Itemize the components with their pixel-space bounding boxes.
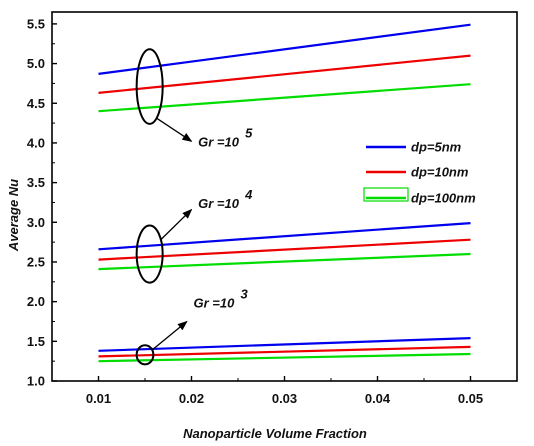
x-tick-label: 0.02 bbox=[179, 391, 204, 406]
series-line bbox=[98, 345, 471, 358]
annotation-layer: Gr =10 5 Gr =10 4 Gr =10 3 bbox=[135, 48, 253, 366]
series-line bbox=[98, 222, 471, 251]
legend-label: dp=10nm bbox=[411, 165, 469, 180]
group-arrow bbox=[156, 117, 193, 142]
series-line bbox=[98, 54, 471, 94]
series-line bbox=[98, 352, 471, 363]
group-ellipse bbox=[135, 344, 155, 366]
y-axis-title: Average Nu bbox=[6, 179, 21, 252]
grashof-exponent: 4 bbox=[244, 187, 253, 202]
y-tick-label: 5.5 bbox=[27, 16, 45, 31]
legend-label: dp=100nm bbox=[411, 191, 476, 206]
grashof-exponent: 5 bbox=[245, 125, 253, 140]
group-arrow bbox=[160, 208, 193, 241]
grashof-label: Gr =10 bbox=[194, 295, 236, 310]
x-tick-label: 0.01 bbox=[86, 391, 111, 406]
y-tick-label: 3.5 bbox=[27, 175, 45, 190]
x-tick-label: 0.05 bbox=[458, 391, 483, 406]
grashof-label: Gr =10 bbox=[198, 134, 240, 149]
group-ellipse bbox=[135, 48, 164, 125]
y-tick-label: 5.0 bbox=[27, 56, 45, 71]
axis-layer: 1.0 1.5 2.0 2.5 3.0 3.5 4.0 4.5 5.0 5.5 0.01 0.02 0.… bbox=[27, 16, 518, 406]
legend-swatch-box bbox=[363, 187, 409, 202]
y-tick-label: 1.5 bbox=[27, 334, 45, 349]
series-line bbox=[98, 337, 471, 352]
series-line bbox=[98, 238, 471, 261]
legend-label: dp=5nm bbox=[411, 140, 462, 155]
grashof-label: Gr =10 bbox=[198, 196, 240, 211]
legend: dp=5nm dp=10nm dp=100nm bbox=[363, 140, 476, 206]
x-tick-label: 0.04 bbox=[365, 391, 391, 406]
y-tick-label: 1.0 bbox=[27, 374, 45, 389]
y-tick-label: 2.5 bbox=[27, 254, 45, 269]
x-axis-title: Nanoparticle Volume Fraction bbox=[183, 426, 367, 441]
group-ellipse bbox=[135, 224, 164, 284]
x-tick-label: 0.03 bbox=[272, 391, 297, 406]
series-layer bbox=[98, 23, 471, 363]
y-tick-label: 4.5 bbox=[27, 96, 45, 111]
series-line bbox=[98, 23, 471, 75]
grashof-exponent: 3 bbox=[241, 286, 249, 301]
group-arrow bbox=[151, 320, 188, 351]
y-tick-label: 2.0 bbox=[27, 294, 45, 309]
y-tick-label: 3.0 bbox=[27, 215, 45, 230]
y-tick-label: 4.0 bbox=[27, 135, 45, 150]
